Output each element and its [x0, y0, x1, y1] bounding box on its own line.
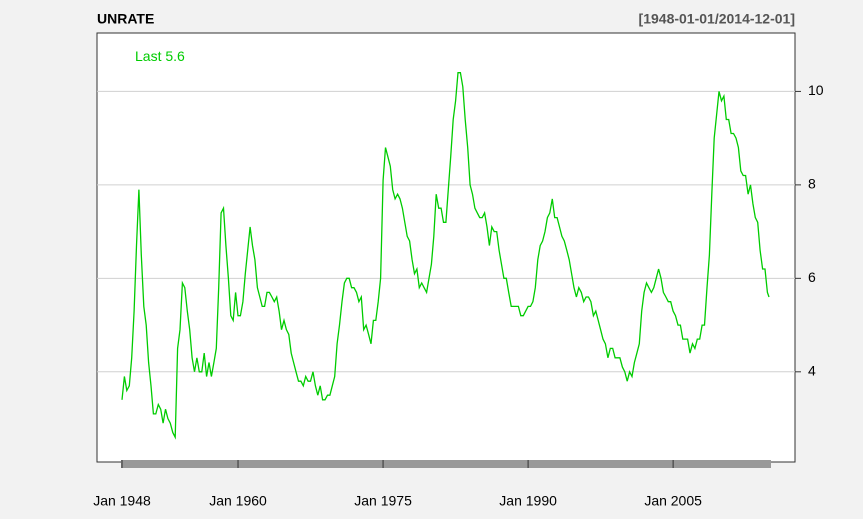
date-strip	[121, 460, 771, 468]
x-tick-label: Jan 1990	[499, 493, 557, 509]
y-tick-label: 4	[808, 363, 816, 379]
last-value-label: Last 5.6	[135, 48, 185, 64]
y-tick-label: 10	[808, 82, 824, 98]
x-tick-label: Jan 1960	[209, 493, 267, 509]
x-tick-label: Jan 1948	[93, 493, 151, 509]
x-tick-label: Jan 1975	[354, 493, 412, 509]
chart-title: UNRATE	[97, 11, 154, 27]
x-tick-label: Jan 2005	[644, 493, 702, 509]
y-tick-label: 6	[808, 269, 816, 285]
data-line	[121, 72, 770, 440]
chart-subtitle: [1948-01-01/2014-12-01]	[639, 11, 795, 27]
last-value: 5.6	[165, 48, 185, 64]
last-label: Last	[135, 48, 162, 64]
y-tick-label: 8	[808, 176, 816, 192]
plot-area	[96, 32, 796, 463]
